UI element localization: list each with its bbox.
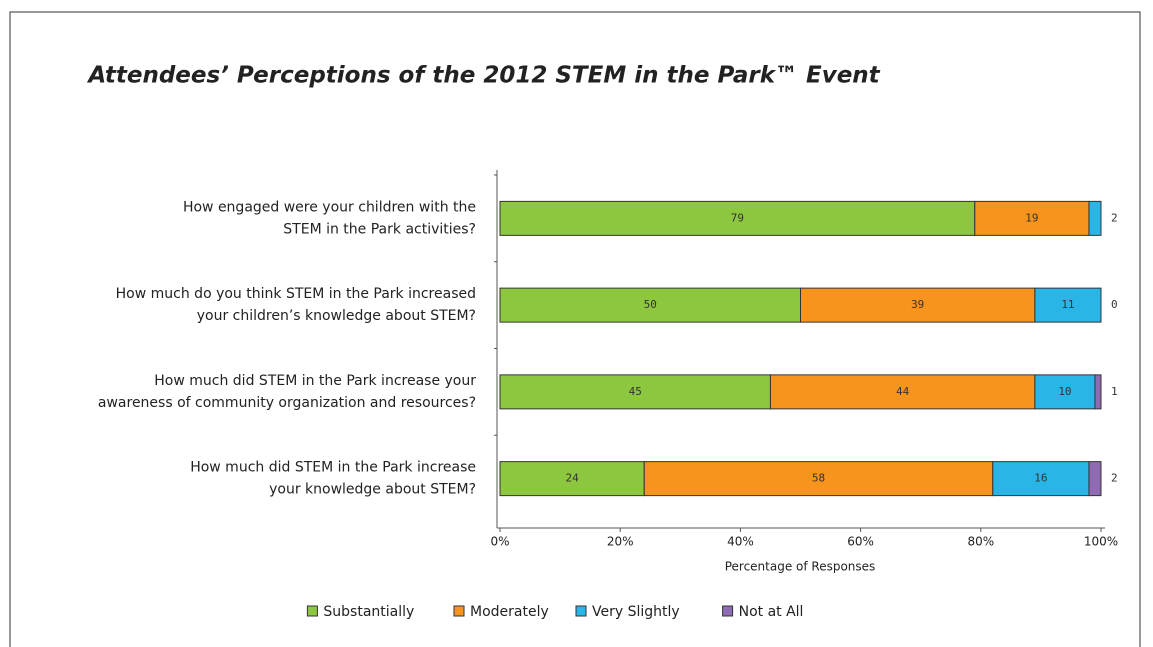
category-label: How engaged were your children with the [183, 199, 476, 215]
bar-segment [1094, 374, 1102, 410]
data-label: 44 [896, 385, 910, 398]
legend-swatch [575, 605, 587, 617]
bar-segment [499, 374, 771, 410]
bar-segment [499, 461, 645, 497]
legend-swatch [306, 605, 318, 617]
data-label: 50 [644, 298, 657, 311]
data-label: 79 [731, 211, 744, 224]
data-label: 45 [629, 385, 642, 398]
category-label: How much did STEM in the Park increase [190, 460, 476, 476]
x-tick-label: 80% [967, 535, 994, 549]
x-tick-label: 20% [607, 535, 634, 549]
category-label: awareness of community organization and … [98, 395, 476, 411]
bar-segment [643, 461, 994, 497]
legend-swatch [453, 605, 465, 617]
data-label: 2 [1111, 472, 1118, 485]
data-label: 11 [1061, 298, 1074, 311]
category-label: How much do you think STEM in the Park i… [116, 286, 476, 302]
data-label: 16 [1034, 472, 1047, 485]
data-label: 39 [911, 298, 924, 311]
bar-segment [769, 374, 1036, 410]
bar-segment [1088, 461, 1102, 497]
data-label: 58 [812, 472, 825, 485]
legend-label: Very Slightly [592, 604, 680, 620]
data-label: 19 [1025, 211, 1038, 224]
category-label: STEM in the Park activities? [283, 221, 476, 237]
category-label: your knowledge about STEM? [269, 482, 476, 498]
x-tick-label: 60% [847, 535, 874, 549]
category-label: How much did STEM in the Park increase y… [154, 373, 476, 389]
bar-segment [499, 287, 801, 323]
bar-segment [974, 200, 1090, 236]
x-tick-label: 40% [727, 535, 754, 549]
x-axis-label: Percentage of Responses [725, 560, 876, 574]
legend-label: Moderately [470, 604, 549, 620]
legend-label: Substantially [323, 604, 414, 620]
bar-segment [992, 461, 1090, 497]
data-label: 1 [1111, 385, 1118, 398]
data-label: 10 [1058, 385, 1071, 398]
frame [9, 11, 1141, 647]
bar-segment [800, 287, 1036, 323]
data-label: 24 [565, 472, 579, 485]
x-tick-label: 100% [1084, 535, 1118, 549]
bar-segment [1034, 287, 1102, 323]
data-label: 2 [1111, 211, 1118, 224]
data-label: 0 [1111, 298, 1118, 311]
x-tick-label: 0% [490, 535, 509, 549]
category-label: your children’s knowledge about STEM? [197, 308, 476, 324]
chart-title: Attendees’ Perceptions of the 2012 STEM … [86, 63, 880, 89]
legend-swatch [722, 605, 734, 617]
legend-label: Not at All [739, 604, 804, 620]
bar-segment [1088, 200, 1102, 236]
